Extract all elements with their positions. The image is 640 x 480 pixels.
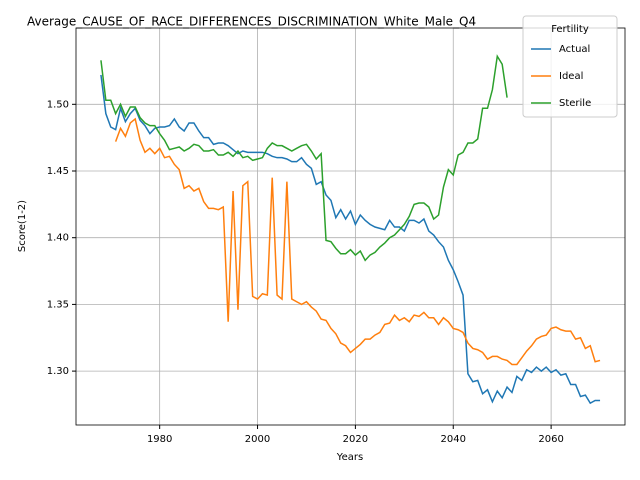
- x-tick-label: 2000: [245, 434, 270, 445]
- x-tick-label: 2040: [441, 434, 466, 445]
- y-tick-label: 1.50: [47, 99, 69, 110]
- line-series: [100, 54, 508, 262]
- line-series: [114, 117, 601, 366]
- x-tick-label: 2060: [538, 434, 563, 445]
- plot-frame: [75, 27, 626, 426]
- y-axis-label: Score(1-2): [17, 200, 28, 252]
- x-tick-label: 1980: [147, 434, 172, 445]
- legend-title: Fertility: [551, 24, 589, 35]
- y-tick-label: 1.40: [47, 233, 69, 244]
- legend-box: [522, 15, 618, 118]
- legend-label: Sterile: [559, 98, 591, 109]
- y-tick-label: 1.35: [47, 299, 69, 310]
- chart-title: Average_CAUSE_OF_RACE_DIFFERENCES_DISCRI…: [27, 15, 476, 29]
- line-series: [100, 74, 601, 405]
- y-tick-label: 1.45: [47, 166, 69, 177]
- legend-label: Actual: [559, 44, 590, 55]
- y-tick-label: 1.30: [47, 366, 69, 377]
- x-tick-label: 2020: [343, 434, 368, 445]
- legend-label: Ideal: [559, 71, 583, 82]
- x-axis-label: Years: [336, 452, 363, 463]
